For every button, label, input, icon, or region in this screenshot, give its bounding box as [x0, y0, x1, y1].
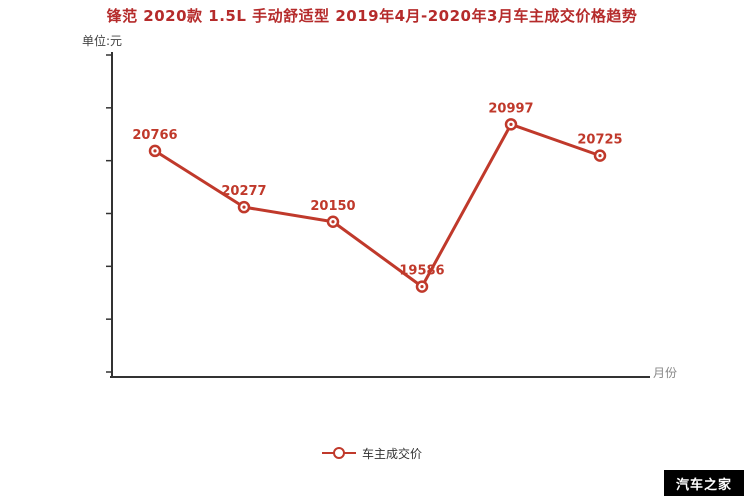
data-point-center-dot — [242, 205, 246, 209]
y-axis-unit-label: 单位:元 — [82, 34, 123, 48]
line-series — [154, 122, 601, 289]
legend-line-marker-icon — [321, 447, 356, 459]
data-point-center-dot — [420, 285, 424, 289]
chart-legend: 车主成交价 — [0, 443, 744, 463]
data-point-center-dot — [331, 220, 335, 224]
legend-label: 车主成交价 — [361, 446, 422, 461]
data-point-label: 20150 — [310, 199, 355, 214]
data-point-label: 20725 — [577, 133, 622, 148]
watermark-text: 汽车之家 — [675, 477, 732, 493]
data-point-label: 20997 — [488, 101, 533, 116]
x-axis-label: 月份 — [653, 366, 678, 380]
data-point-center-dot — [509, 122, 513, 126]
data-point-label: 20766 — [132, 128, 177, 143]
line-chart-plot-area: 20766 20277 20150 19586 20997 20725 — [106, 52, 650, 378]
data-point-center-dot — [153, 149, 157, 153]
data-point-label: 20277 — [221, 184, 266, 199]
watermark-bar: 汽车之家 — [664, 470, 744, 496]
data-point-center-dot — [598, 154, 602, 158]
data-point-label: 19586 — [399, 264, 444, 279]
chart-title: 锋范 2020款 1.5L 手动舒适型 2019年4月-2020年3月车主成交价… — [106, 7, 638, 25]
